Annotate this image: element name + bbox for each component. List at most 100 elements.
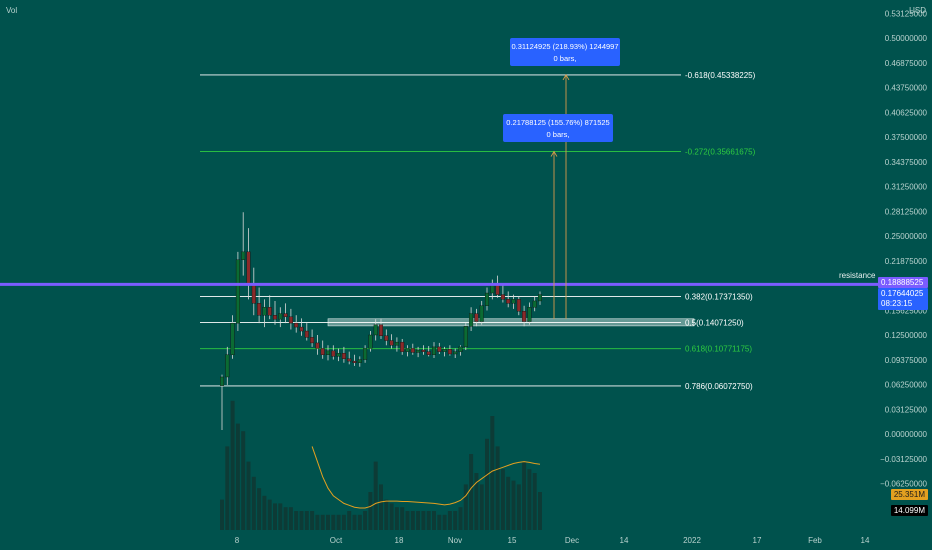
candle-body — [426, 351, 431, 355]
candle-body — [225, 354, 230, 378]
volume-bar — [294, 511, 299, 530]
candle-body — [469, 313, 474, 327]
measure-box-value: 0.21788125 (155.76%) 871525 — [506, 118, 609, 127]
volume-bar — [273, 503, 277, 530]
volume-bar — [251, 476, 256, 530]
volume-bar — [310, 511, 315, 530]
measure-box[interactable] — [510, 38, 620, 66]
volume-tag: 14.099M — [890, 505, 928, 516]
candle-body — [363, 348, 368, 360]
measure-box-bars: 0 bars, — [547, 130, 570, 139]
volume-bar — [453, 511, 458, 530]
candle-body — [320, 348, 325, 355]
candle-body — [394, 341, 399, 346]
price-range-measures[interactable]: 0.31124925 (218.93%) 1244997 0 bars, 0.217… — [503, 38, 620, 319]
volume-bar — [246, 461, 251, 530]
volume-bar — [538, 492, 542, 530]
volume-bar — [326, 514, 330, 530]
price-axis-tick: 0.12500000 — [885, 331, 928, 340]
candle-body — [384, 335, 389, 341]
candle-body — [453, 351, 458, 355]
volume-bar — [495, 446, 500, 530]
volume-bar — [405, 511, 410, 530]
volume-bar — [421, 511, 426, 530]
measure-arrow-head — [550, 150, 558, 157]
volume-bar — [257, 488, 262, 530]
candle-body — [379, 324, 384, 336]
candle-body — [373, 324, 378, 336]
candle-body — [522, 311, 527, 322]
candle-body — [421, 349, 426, 352]
candle-body — [304, 330, 309, 338]
time-axis-label: 2022 — [683, 536, 701, 545]
volume-bar — [490, 416, 495, 530]
price-axis-tick: 0.03125000 — [885, 405, 928, 414]
volume-bar — [458, 507, 463, 530]
volume-bar — [432, 511, 436, 530]
volume-bar — [336, 514, 341, 530]
candle-body — [257, 303, 262, 316]
candle-body — [341, 353, 346, 359]
price-axis-tick: 0.46875000 — [885, 59, 928, 68]
time-axis[interactable]: 8 Oct 18 Nov 15 Dec 14 2022 17 Feb 14 — [235, 536, 870, 545]
volume-bar — [485, 438, 489, 530]
time-axis-label: 15 — [508, 536, 517, 545]
time-axis-label: 14 — [861, 536, 870, 545]
candle-body — [326, 350, 331, 355]
candle-body — [474, 313, 479, 322]
time-axis-label: 17 — [753, 536, 762, 545]
candle-body — [315, 342, 320, 349]
price-axis-tick: 0.50000000 — [885, 34, 928, 43]
volume-bars — [220, 400, 542, 530]
price-axis-tick: 0.34375000 — [885, 158, 928, 167]
price-axis-tick: 0.25000000 — [885, 232, 928, 241]
candle-body — [527, 307, 532, 322]
candle-body — [532, 300, 537, 308]
candle-body — [447, 349, 452, 355]
price-axis[interactable]: 0.53125000 0.50000000 0.46875000 0.43750000… — [880, 9, 927, 488]
time-axis-label: Nov — [448, 536, 462, 545]
candle-body — [336, 353, 341, 357]
volume-bar — [235, 423, 240, 530]
candle-body — [278, 313, 283, 320]
volume-bar — [373, 461, 378, 530]
resistance-price-tag: 0.18888525 — [878, 277, 928, 288]
volume-bar — [463, 484, 468, 530]
time-axis-label: Dec — [565, 536, 579, 545]
volume-bar — [368, 492, 373, 530]
candle-body — [262, 307, 267, 316]
volume-bar — [522, 461, 527, 530]
fib-level-label: 0.382(0.17371350) — [685, 292, 753, 301]
measure-box-value: 0.31124925 (218.93%) 1244997 — [511, 42, 618, 51]
volume-bar — [315, 514, 320, 530]
candle-body — [288, 316, 293, 324]
candle-body — [463, 326, 468, 348]
candle-body — [405, 348, 410, 352]
volume-ma-line — [311, 446, 541, 509]
price-axis-tick: 0.09375000 — [885, 356, 928, 365]
candle-body — [357, 359, 362, 363]
volume-bar — [288, 507, 293, 530]
candle-body — [458, 346, 463, 352]
candle-body — [219, 376, 224, 386]
candle-body — [506, 299, 511, 304]
volume-bar — [527, 469, 532, 530]
volume-bar — [469, 454, 474, 530]
candle-body — [230, 322, 235, 355]
volume-bar — [241, 431, 246, 530]
volume-bar — [230, 400, 235, 530]
candle-body — [479, 305, 484, 322]
candle-body — [511, 299, 516, 304]
volume-bar — [410, 511, 415, 530]
measure-box[interactable] — [503, 114, 613, 142]
fib-level-label: 0.5(0.14071250) — [685, 319, 744, 328]
candle-body — [331, 350, 336, 357]
candlesticks — [219, 212, 543, 431]
volume-bar — [283, 507, 288, 530]
candle-body — [273, 315, 278, 320]
price-axis-tick: 0.31250000 — [885, 183, 928, 192]
volume-bar — [299, 511, 304, 530]
time-axis-label: Oct — [330, 536, 343, 545]
